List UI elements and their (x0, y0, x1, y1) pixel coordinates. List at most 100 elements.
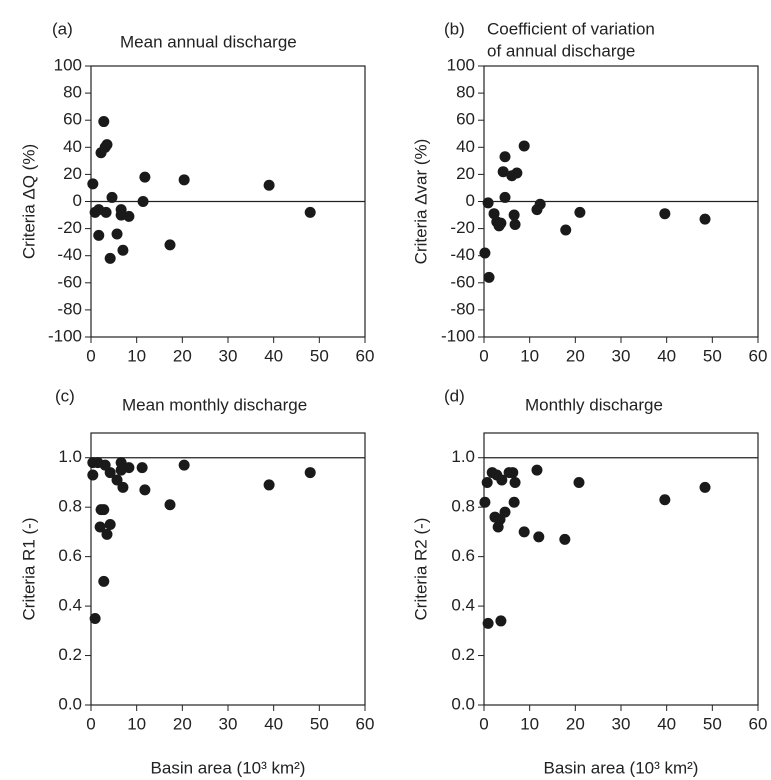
point (533, 531, 545, 543)
point (111, 228, 123, 240)
point (164, 239, 176, 251)
point (499, 191, 511, 203)
x-tick-label: 20 (173, 714, 192, 733)
point (699, 481, 711, 493)
panel-title: of annual discharge (487, 41, 635, 60)
y-tick-label: -80 (450, 299, 475, 318)
y-tick-label: 0.0 (451, 694, 475, 713)
panel-title: Coefficient of variation (487, 19, 655, 38)
y-tick-label: -80 (57, 299, 82, 318)
y-tick-label: 0.4 (451, 596, 475, 615)
y-tick-label: 0.6 (451, 546, 475, 565)
y-tick-label: 0.6 (58, 546, 82, 565)
y-tick-label: 0.8 (58, 497, 82, 516)
point (101, 139, 113, 151)
y-tick-label: -20 (57, 218, 82, 237)
x-tick-label: 50 (703, 714, 722, 733)
x-tick-label: 30 (612, 346, 631, 365)
x-tick-label: 10 (520, 714, 539, 733)
y-tick-label: 0.0 (58, 694, 82, 713)
y-tick-label: -60 (57, 272, 82, 291)
y-tick-label: -20 (450, 218, 475, 237)
point (123, 210, 135, 222)
point (482, 197, 494, 209)
plot-frame (90, 432, 366, 706)
point (98, 504, 110, 516)
point (164, 499, 176, 511)
point (574, 206, 586, 218)
point (101, 528, 113, 540)
panel-label: (a) (52, 19, 73, 38)
y-tick-label: 20 (456, 164, 475, 183)
y-tick-label: 1.0 (58, 447, 82, 466)
panel-label: (d) (444, 386, 465, 405)
point (106, 191, 118, 203)
x-tick-label: 50 (703, 346, 722, 365)
point (98, 575, 110, 587)
point (87, 178, 99, 190)
x-tick-label: 40 (657, 346, 676, 365)
point (117, 481, 129, 493)
point (137, 196, 149, 207)
point (508, 496, 520, 508)
point (659, 208, 671, 220)
point (497, 166, 509, 178)
point (89, 612, 101, 624)
y-tick-label: 0.2 (451, 645, 475, 664)
point (559, 533, 571, 545)
y-tick-label: 40 (456, 137, 475, 156)
point (495, 615, 507, 627)
x-tick-label: 40 (657, 714, 676, 733)
x-tick-label: 30 (219, 714, 238, 733)
plot-frame (483, 432, 759, 706)
y-tick-label: 0 (73, 191, 82, 210)
point (573, 476, 585, 488)
point (98, 116, 110, 128)
point (479, 247, 491, 259)
x-axis-label: Basin area (10³ km²) (544, 758, 699, 777)
x-tick-label: 60 (356, 714, 375, 733)
y-tick-label: 40 (63, 137, 82, 156)
x-tick-label: 0 (479, 714, 488, 733)
x-tick-label: 20 (566, 346, 585, 365)
point (479, 496, 491, 508)
point (531, 464, 543, 476)
y-tick-label: 80 (456, 83, 475, 102)
point (482, 617, 494, 629)
point (534, 198, 546, 210)
panel-title: Mean annual discharge (120, 32, 297, 51)
point (104, 252, 116, 264)
y-tick-label: 0 (466, 191, 475, 210)
y-tick-label: 100 (447, 55, 475, 74)
point (139, 484, 151, 496)
point (139, 171, 151, 183)
point (659, 494, 671, 506)
x-tick-label: 60 (749, 346, 768, 365)
point (123, 462, 135, 474)
point (511, 167, 523, 179)
y-tick-label: 80 (63, 83, 82, 102)
y-axis-label: Criteria ΔQ (%) (19, 144, 38, 259)
y-tick-label: 60 (456, 110, 475, 129)
point (508, 209, 520, 221)
point (117, 244, 129, 256)
point (499, 506, 511, 518)
x-tick-label: 0 (86, 346, 95, 365)
y-tick-label: 0.8 (451, 497, 475, 516)
point (94, 521, 106, 533)
x-tick-label: 0 (86, 714, 95, 733)
point (507, 467, 519, 479)
point (481, 476, 493, 488)
point (518, 140, 530, 152)
x-axis-label: Basin area (10³ km²) (151, 758, 306, 777)
y-tick-label: -100 (441, 326, 475, 345)
y-axis-label: Criteria Δvar (%) (411, 139, 430, 265)
point (499, 151, 511, 163)
y-tick-label: -40 (450, 245, 475, 264)
x-tick-label: 0 (479, 346, 488, 365)
point (263, 479, 275, 491)
point (263, 179, 275, 191)
panel-label: (b) (444, 19, 465, 38)
point (136, 462, 148, 474)
